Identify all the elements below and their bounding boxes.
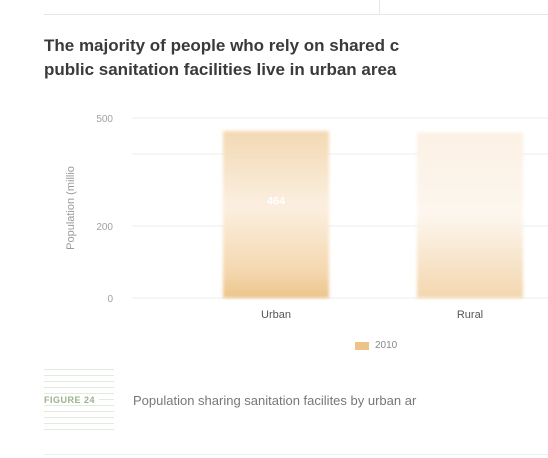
bar-rural bbox=[417, 132, 523, 298]
figure-caption: Population sharing sanitation facilites … bbox=[133, 393, 417, 408]
y-tick-label: 500 bbox=[96, 114, 113, 125]
bar-chart: 0 200 500 Urban 464 Rural Population (millio bbox=[65, 114, 548, 321]
bar-urban bbox=[223, 130, 329, 298]
x-tick-label-rural: Rural bbox=[457, 309, 483, 321]
y-tick-label: 0 bbox=[107, 294, 113, 305]
chart-title-line-1: The majority of people who rely on share… bbox=[44, 36, 400, 55]
figure-label-block: FIGURE 24 bbox=[44, 369, 114, 431]
legend-label-2010: 2010 bbox=[375, 340, 398, 351]
y-axis-label: Population (millio bbox=[65, 166, 77, 250]
legend-swatch-2010 bbox=[355, 341, 369, 350]
figure-number: FIGURE 24 bbox=[44, 395, 100, 405]
top-rule bbox=[44, 14, 548, 15]
top-divider bbox=[379, 0, 380, 15]
chart-title-line-2: public sanitation facilities live in urb… bbox=[44, 60, 397, 79]
bottom-rule bbox=[44, 454, 548, 455]
chart-legend: 2010 bbox=[355, 340, 397, 351]
x-tick-label-urban: Urban bbox=[261, 309, 291, 321]
y-tick-label: 200 bbox=[96, 222, 113, 233]
chart-title: The majority of people who rely on share… bbox=[44, 34, 548, 82]
data-label-urban: 464 bbox=[267, 195, 286, 207]
